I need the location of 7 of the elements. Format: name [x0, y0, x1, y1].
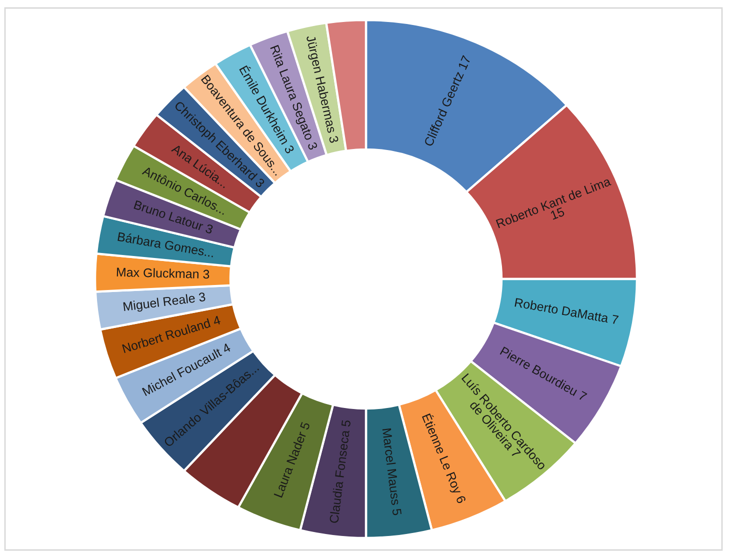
slice-label: Étienne Le Roy 6	[420, 412, 468, 505]
slice-label: Max Gluckman 3	[116, 267, 210, 279]
slice-label: Laura Nader 5	[273, 421, 310, 498]
slice-label: Roberto DaMatta 7	[514, 298, 619, 324]
slice-label: Miguel Reale 3	[123, 292, 206, 314]
slice-label: Marcel Mauss 5	[382, 428, 402, 516]
slice-label: Claudia Fonseca 5	[329, 420, 351, 524]
